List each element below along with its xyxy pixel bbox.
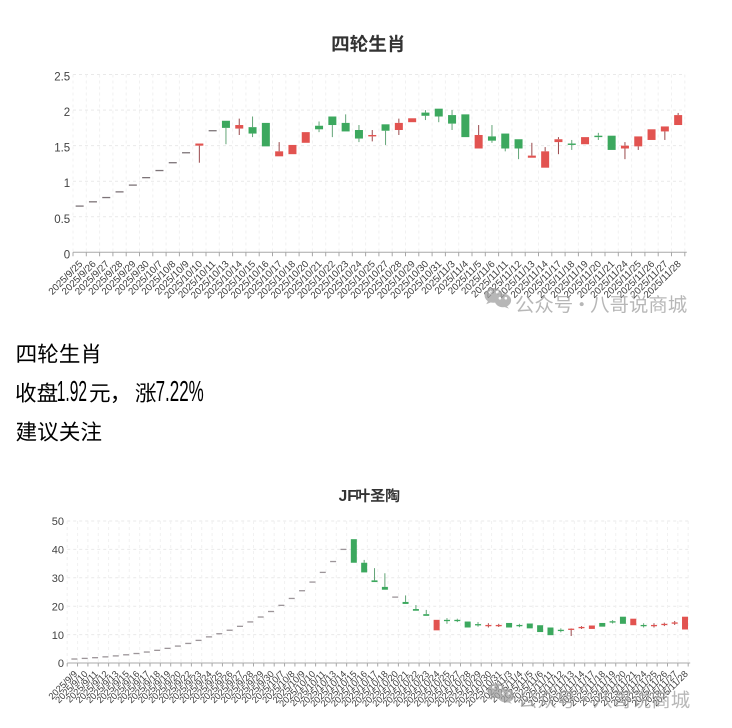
svg-text:50: 50 xyxy=(52,516,64,528)
svg-text:7.22%: 7.22% xyxy=(156,376,204,408)
svg-text:JF: JF xyxy=(339,488,357,505)
svg-text:30: 30 xyxy=(52,573,64,585)
svg-text:0.5: 0.5 xyxy=(54,214,70,226)
svg-text:1.5: 1.5 xyxy=(54,143,70,155)
svg-text:1.92: 1.92 xyxy=(57,376,87,408)
svg-text:20: 20 xyxy=(52,601,64,613)
svg-text:40: 40 xyxy=(52,545,64,557)
svg-text:2: 2 xyxy=(64,107,70,119)
svg-text:0: 0 xyxy=(58,658,64,670)
svg-text:0: 0 xyxy=(64,249,70,261)
svg-text:1: 1 xyxy=(64,178,70,190)
svg-text:2.5: 2.5 xyxy=(54,72,70,84)
svg-text:10: 10 xyxy=(52,630,64,642)
